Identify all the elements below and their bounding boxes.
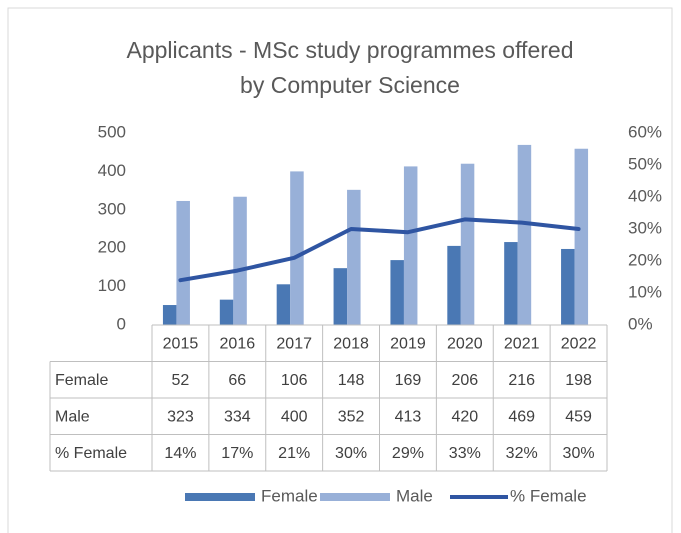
- y-tick-label: 100: [98, 276, 126, 295]
- table-cell: 14%: [164, 445, 196, 462]
- table-cell: 413: [395, 408, 422, 425]
- table-cell: 17%: [221, 445, 253, 462]
- x-tick-label: 2022: [561, 335, 597, 352]
- table-row-label: Female: [55, 372, 108, 389]
- table-row-label: Male: [55, 408, 90, 425]
- table-cell: 33%: [449, 445, 481, 462]
- y-tick-label: 0: [117, 314, 126, 333]
- legend-label: % Female: [510, 486, 587, 505]
- table-cell: 206: [451, 372, 478, 389]
- y2-tick-label: 40%: [628, 186, 662, 205]
- table-row-label: % Female: [55, 445, 127, 462]
- legend-swatch: [320, 493, 390, 501]
- table-cell: 459: [565, 408, 592, 425]
- chart-frame: [7, 7, 673, 533]
- table-cell: 52: [172, 372, 190, 389]
- table-cell: 29%: [392, 445, 424, 462]
- bar: [447, 245, 461, 325]
- bar: [460, 163, 475, 325]
- bar: [574, 148, 589, 325]
- table-cell: 106: [281, 372, 308, 389]
- y2-tick-label: 20%: [628, 250, 662, 269]
- table-cell: 21%: [278, 445, 310, 462]
- table-cell: 66: [228, 372, 246, 389]
- table-cell: 148: [338, 372, 365, 389]
- y2-tick-label: 50%: [628, 154, 662, 173]
- x-tick-label: 2021: [504, 335, 540, 352]
- bar: [403, 166, 418, 325]
- table-cell: 198: [565, 372, 592, 389]
- y-tick-label: 500: [98, 122, 126, 141]
- bar: [347, 189, 361, 325]
- y2-tick-label: 60%: [628, 122, 662, 141]
- table-cell: 400: [281, 408, 308, 425]
- x-tick-label: 2019: [390, 335, 426, 352]
- bar: [333, 268, 348, 325]
- x-tick-label: 2015: [163, 335, 199, 352]
- y-tick-label: 300: [98, 199, 126, 218]
- table-cell: 469: [508, 408, 535, 425]
- x-tick-label: 2017: [276, 335, 312, 352]
- x-tick-label: 2016: [220, 335, 256, 352]
- legend-swatch: [185, 493, 255, 501]
- table-cell: 216: [508, 372, 535, 389]
- bar: [276, 284, 291, 325]
- bar: [233, 196, 247, 325]
- table-cell: 32%: [506, 445, 538, 462]
- bar: [504, 242, 518, 325]
- table-cell: 352: [338, 408, 365, 425]
- y-tick-label: 400: [98, 161, 126, 180]
- y2-tick-label: 30%: [628, 218, 662, 237]
- bar: [219, 299, 234, 325]
- y2-tick-label: 10%: [628, 282, 662, 301]
- y-tick-label: 200: [98, 238, 126, 257]
- legend-label: Male: [396, 486, 433, 505]
- bar: [390, 260, 404, 325]
- legend-label: Female: [261, 486, 318, 505]
- table-cell: 323: [167, 408, 194, 425]
- bar: [162, 305, 177, 325]
- chart-title: Applicants - MSc study programmes offere…: [126, 37, 574, 98]
- bar: [176, 200, 190, 325]
- table-cell: 420: [451, 408, 478, 425]
- x-tick-label: 2018: [333, 335, 369, 352]
- bar: [561, 248, 575, 325]
- table-cell: 30%: [335, 445, 367, 462]
- bar: [517, 144, 532, 325]
- table-cell: 30%: [563, 445, 595, 462]
- bar: [290, 171, 304, 325]
- line: [178, 217, 581, 283]
- table-cell: 169: [395, 372, 422, 389]
- x-tick-label: 2020: [447, 335, 483, 352]
- table-cell: 334: [224, 408, 251, 425]
- y2-tick-label: 0%: [628, 314, 653, 333]
